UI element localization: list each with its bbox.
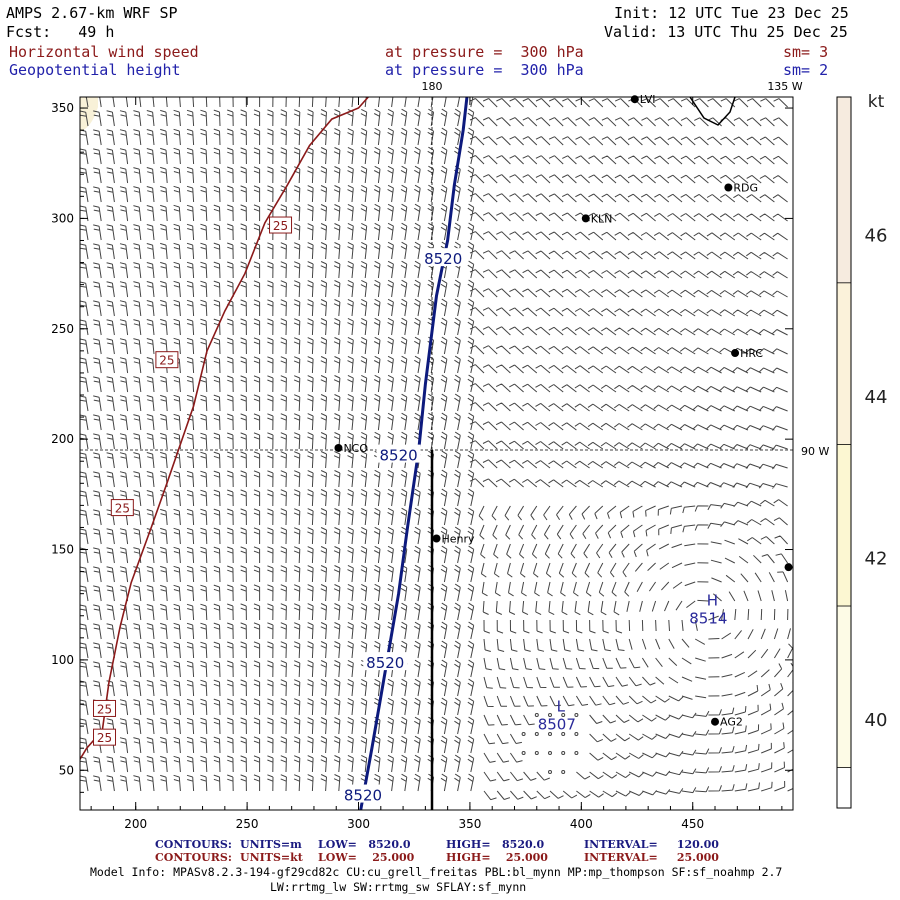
station-marker xyxy=(630,95,639,104)
coastline xyxy=(689,96,736,126)
height-contour-label-bg xyxy=(363,652,408,671)
height-contours-label: CONTOURS: xyxy=(155,838,232,851)
y-tick-label: 150 xyxy=(51,543,74,557)
speed-shade-top-left xyxy=(80,97,98,132)
height-contour-label-bg xyxy=(340,784,385,803)
y-tick-label: 300 xyxy=(51,211,74,225)
colorbar-tick-label: 46 xyxy=(865,225,888,246)
meridian-label: 135 W xyxy=(767,80,802,93)
y-tick-label: 100 xyxy=(51,653,74,667)
height-contours-low: LOW= 8520.0 xyxy=(318,838,411,851)
height-contour-label: 8520 xyxy=(366,654,404,672)
colorbar-tick-label: 42 xyxy=(865,549,888,570)
meridian-label: 180 xyxy=(422,80,443,93)
speed-contour-label: 25 xyxy=(159,354,174,368)
colorbar-band xyxy=(837,97,851,283)
extremum-value: 8507 xyxy=(538,716,576,734)
colorbar-tick-label: 44 xyxy=(865,387,888,408)
field2-name: Geopotential height xyxy=(9,61,181,79)
speed-contour-line xyxy=(80,97,370,760)
colorbar-band xyxy=(837,282,851,445)
extremum-letter: L xyxy=(557,698,566,716)
valid-time: Valid: 13 UTC Thu 25 Dec 25 xyxy=(604,23,848,41)
model-info: Model Info: MPASv8.2.3-194-gf29cd82c CU:… xyxy=(90,865,783,879)
height-contour-label: 8520 xyxy=(344,787,382,805)
field2-smoothing: sm= 2 xyxy=(783,61,829,79)
plot-frame xyxy=(79,96,794,811)
station-marker xyxy=(784,563,793,572)
speed-contour-label: 25 xyxy=(97,731,112,745)
y-tick-label: 200 xyxy=(51,432,74,446)
colorbar-frame xyxy=(836,96,852,809)
station-marker xyxy=(581,214,590,223)
speed-contour-label: 25 xyxy=(97,702,112,716)
speed-contours-high: HIGH= 25.000 xyxy=(446,851,548,864)
station-label: NCO xyxy=(343,442,368,455)
colorbar-band xyxy=(837,606,851,768)
field2-level: at pressure = 300 hPa xyxy=(385,61,584,79)
speed-contours-low: LOW= 25.000 xyxy=(318,851,415,864)
height-contours-units: UNITS=m xyxy=(240,838,302,851)
speed-contour-label-box xyxy=(93,728,117,746)
speed-contour-label-box xyxy=(155,351,179,369)
y-tick-label: 250 xyxy=(51,322,74,336)
height-contours-interval: INTERVAL= 120.00 xyxy=(584,838,719,851)
x-tick-label: 400 xyxy=(570,817,593,831)
y-tick-label: 50 xyxy=(59,763,74,777)
model-title: AMPS 2.67-km WRF SP xyxy=(6,4,178,22)
meridian-label: 90 W xyxy=(801,445,829,458)
station-label: KLN xyxy=(591,212,613,225)
field1-smoothing: sm= 3 xyxy=(783,43,829,61)
station-marker xyxy=(731,349,740,358)
station-label: HRC xyxy=(740,347,763,360)
station-label: RDG xyxy=(733,182,758,195)
speed-contours-units: UNITS=kt xyxy=(240,851,303,864)
station-label: LVI xyxy=(640,93,656,106)
speed-contour-label-box xyxy=(110,499,134,517)
field1-name: Horizontal wind speed xyxy=(9,43,199,61)
colorbar-unit: kt xyxy=(868,92,885,112)
init-time: Init: 12 UTC Tue 23 Dec 25 xyxy=(614,4,849,22)
station-label: Henry xyxy=(442,532,476,545)
height-contour-label: 8520 xyxy=(424,250,462,268)
station-marker xyxy=(334,443,343,452)
height-contour-line xyxy=(359,97,469,810)
wind-barbs xyxy=(80,97,793,801)
speed-contours-interval: INTERVAL= 25.000 xyxy=(584,851,719,864)
height-contour-label: 8520 xyxy=(380,447,418,465)
x-tick-label: 300 xyxy=(347,817,370,831)
height-contours-high: HIGH= 8520.0 xyxy=(446,838,545,851)
station-label: AG2 xyxy=(720,716,743,729)
speed-contour-label: 25 xyxy=(273,219,288,233)
x-tick-label: 250 xyxy=(236,817,259,831)
x-tick-label: 350 xyxy=(458,817,481,831)
station-marker xyxy=(724,183,733,192)
speed-contour-label-box xyxy=(269,216,293,234)
extremum-letter: H xyxy=(707,592,718,610)
speed-contour-label: 25 xyxy=(115,502,130,516)
height-contour-label-bg xyxy=(421,248,466,267)
extremum-value: 8514 xyxy=(689,610,727,628)
x-tick-label: 450 xyxy=(681,817,704,831)
station-marker xyxy=(711,717,720,726)
map-chart: 180 135 W90 W25252525258520852085208520H8… xyxy=(51,80,888,831)
x-tick-label: 200 xyxy=(124,817,147,831)
colorbar-band xyxy=(837,767,851,808)
speed-contour-label-box xyxy=(93,699,117,717)
wind-barb-field xyxy=(80,97,793,801)
field1-level: at pressure = 300 hPa xyxy=(385,43,584,61)
speed-contours-label: CONTOURS: xyxy=(155,851,232,864)
colorbar-tick-label: 40 xyxy=(865,710,888,731)
y-tick-label: 350 xyxy=(51,101,74,115)
station-marker xyxy=(432,534,441,543)
height-contour-label-bg xyxy=(376,444,421,463)
forecast-hour: Fcst: 49 h xyxy=(6,23,115,41)
model-info-physics: LW:rrtmg_lw SW:rrtmg_sw SFLAY:sf_mynn xyxy=(270,880,527,894)
colorbar-band xyxy=(837,444,851,607)
